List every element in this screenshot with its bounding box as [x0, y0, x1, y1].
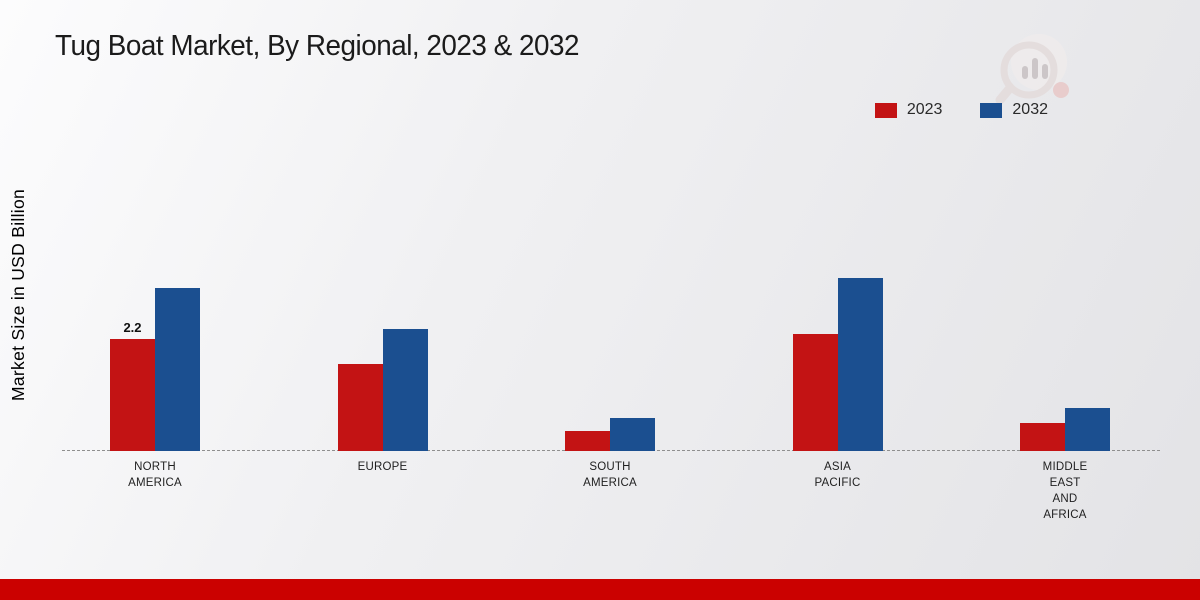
legend-item-2032: 2032 [980, 101, 1048, 119]
legend: 2023 2032 [874, 101, 1048, 119]
plot-area: NORTH AMERICA EUROPE SOUTH AMERICA ASIA PACIFI… [62, 278, 1160, 521]
bar-group-south-america [565, 418, 655, 451]
brand-watermark-logo [995, 34, 1069, 105]
bar-group-asia-pacific [792, 278, 883, 451]
footer-red-bar [0, 579, 1200, 600]
legend-label-2023: 2023 [906, 101, 943, 118]
legend-swatch-2032 [980, 102, 1003, 118]
bar-group-middle-east-and-africa [1020, 408, 1110, 451]
bar-group-north-america [110, 288, 200, 451]
x-tick-label-asia-pacific: ASIA PACIFIC [814, 461, 861, 490]
bar-2023-asia-pacific [792, 334, 838, 451]
x-tick-label-middle-east-and-africa: MIDDLE EAST AND AFRICA [1042, 461, 1088, 522]
bar-2023-south-america [565, 431, 610, 451]
bar-2032-middle-east-and-africa [1065, 408, 1110, 451]
x-tick-label-europe: EUROPE [357, 461, 408, 473]
bar-value-label: 2.2 [123, 320, 142, 335]
x-tick-label-south-america: SOUTH AMERICA [583, 461, 637, 490]
legend-item-2023: 2023 [874, 101, 943, 119]
x-tick-label-north-america: NORTH AMERICA [128, 461, 182, 490]
bar-2032-north-america [155, 288, 200, 451]
bar-2032-asia-pacific [837, 278, 883, 451]
chart-title: Tug Boat Market, By Regional, 2023 & 203… [55, 30, 580, 62]
bar-2032-europe [382, 329, 428, 451]
bar-2023-north-america [110, 339, 155, 451]
legend-swatch-2023 [874, 102, 897, 118]
bar-2032-south-america [610, 418, 655, 451]
bar-2023-europe [337, 364, 383, 451]
bar-2023-middle-east-and-africa [1020, 423, 1065, 451]
legend-label-2032: 2032 [1012, 101, 1048, 118]
bar-group-europe [337, 329, 428, 451]
